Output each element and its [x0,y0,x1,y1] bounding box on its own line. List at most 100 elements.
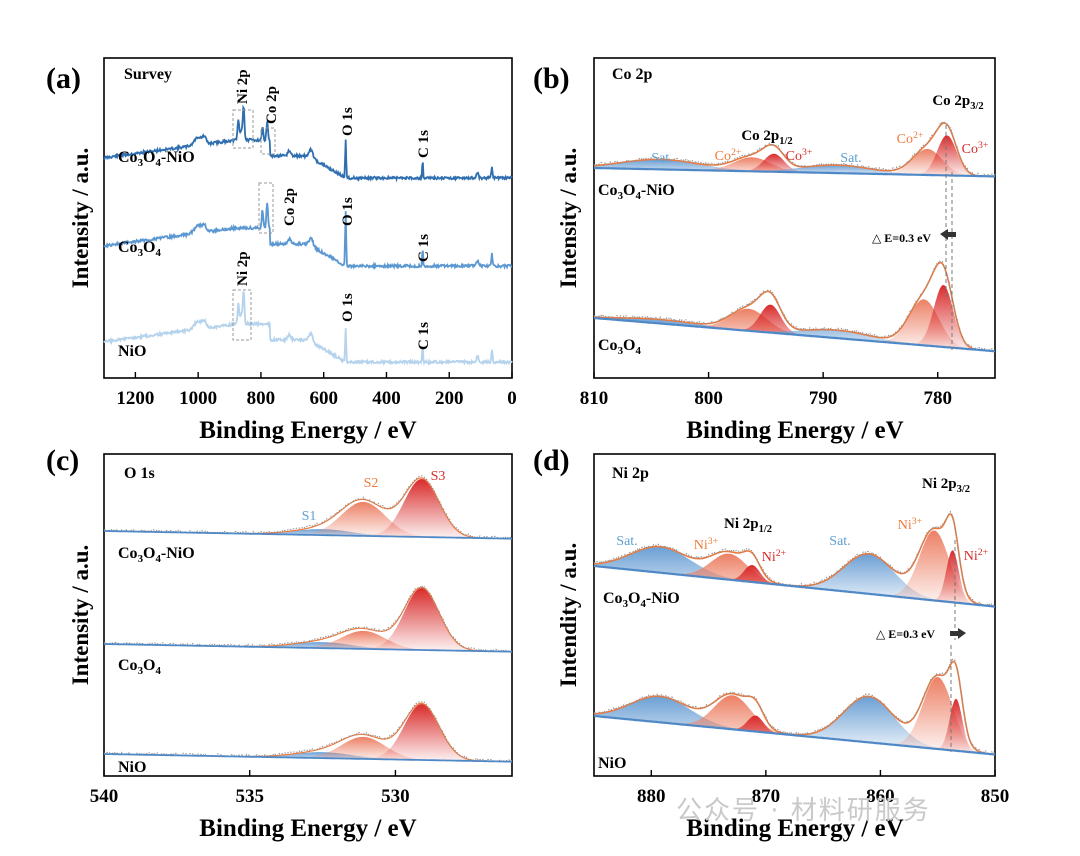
shift-arrow [940,229,956,240]
peak-label: Ni 2p [235,69,251,104]
sat-label: Sat. [651,151,672,166]
panel-label: (a) [46,62,81,95]
series-label: Co3O4-NiO [118,545,195,565]
dashed-box [232,109,254,149]
ni3-label: Ni3+ [694,536,719,553]
peak-label: O 1s [340,197,356,226]
s3-label: S3 [431,469,446,484]
x-tick-label: 600 [309,388,338,409]
x-tick-label: 880 [637,786,666,807]
dashed-box [260,127,276,155]
fit-component [594,696,995,755]
panel-subtitle: Survey [124,66,172,83]
baseline [104,753,512,763]
peak-label: Ni 2p1/2 [724,516,772,535]
peak-label: O 1s [340,107,356,136]
co2-label: Co2+ [715,147,742,164]
ni2-label: Ni2+ [762,548,787,565]
plot-frame [103,453,513,777]
panel-a-survey: 1200 1000 800 600 400 200 0 (a) Survey Intensity … [46,57,517,444]
x-tick-label: 800 [694,388,723,409]
x-tick-label: 0 [507,388,517,409]
x-tick-label: 870 [752,786,781,807]
panel-subtitle: Co 2p [612,66,653,83]
plot-frame [593,453,996,777]
x-tick-label: 530 [381,786,410,807]
x-tick-label: 800 [247,388,276,409]
baseline [593,316,996,353]
sat-label: Sat. [829,534,850,549]
peak-label: O 1s [340,293,356,322]
x-axis-label: Binding Energy / eV [686,815,903,842]
panel-label: (d) [533,444,570,477]
plot-frame [103,57,513,379]
fit-component [104,752,512,762]
baseline [104,530,512,540]
peak-label: Co 2p1/2 [741,128,792,147]
sat-label: Sat. [840,151,861,166]
fit-component [104,642,512,652]
series-label: Co3O4 [598,337,641,357]
series-line [103,202,513,271]
watermark-text: 公众号 · 材料研服务 [676,796,931,826]
x-tick-label: 780 [923,388,952,409]
series-label: NiO [118,759,146,776]
series-label: Co3O4-NiO [603,590,680,610]
peak-label: Co 2p [282,188,298,226]
panel-subtitle: Ni 2p [612,465,649,482]
panel-subtitle: O 1s [124,465,155,482]
peak-label: Ni 2p3/2 [922,476,970,495]
peak-label: Co 2p [264,86,280,124]
series-label: NiO [118,343,146,360]
baseline [593,714,996,756]
series-label: NiO [598,755,626,772]
x-tick-label: 850 [981,786,1010,807]
baseline [104,643,512,653]
series-label: Co3O4-NiO [598,182,675,202]
series-line [103,104,513,183]
co3-label: Co3+ [786,147,813,164]
fit-component [594,299,995,352]
x-tick-label: 535 [235,786,264,807]
series-label: Co3O4 [118,239,161,259]
ni3-label: Ni3+ [898,516,923,533]
sat-label: Sat. [616,534,637,549]
baseline [594,166,995,178]
x-tick-label: 790 [809,388,838,409]
fit-component [594,285,995,352]
fit-component [104,704,512,762]
x-tick-label: 860 [866,786,895,807]
series-line [103,291,513,366]
panel-b-co2p: 810 800 790 780 (b) Co 2p Intensity / a.u. Bind… [533,57,996,444]
peak-label: C 1s [416,130,432,158]
y-axis-label: Intensity / a.u. [68,545,93,686]
s1-label: S1 [302,509,317,524]
peak-label: Co 2p3/2 [932,93,983,112]
x-tick-label: 540 [90,786,119,807]
raw-data [593,120,996,178]
raw-data [103,701,513,763]
x-axis-label: Binding Energy / eV [199,417,416,444]
panel-label: (b) [533,62,570,95]
x-axis-label: Binding Energy / eV [199,815,416,842]
fit-component [104,588,512,652]
s2-label: S2 [364,476,379,491]
y-axis-label: Intensity / a.u. [556,148,581,289]
plot-frame [593,57,996,379]
co3-label: Co3+ [962,140,989,157]
y-axis-label: Intendity / a.u. [556,543,581,687]
fit-component [594,698,995,755]
raw-data [593,260,996,352]
fit-component [594,135,995,177]
series-label: Co3O4-NiO [118,149,195,169]
ni2-label: Ni2+ [964,547,989,564]
panel-c-o1s: 540 535 530 (c) O 1s Intensity / a.u. Binding … [46,444,513,842]
panel-d-ni2p: 880 870 860 850 (d) Ni 2p Intendity / a.u. Bind… [533,444,1009,842]
dashed-box [258,182,274,234]
shift-label: △ E=0.3 eV [872,231,931,245]
x-tick-label: 1200 [116,388,154,409]
dashed-box [232,289,252,341]
peak-label: C 1s [416,322,432,350]
y-axis-label: Intensity / a.u. [68,148,93,289]
